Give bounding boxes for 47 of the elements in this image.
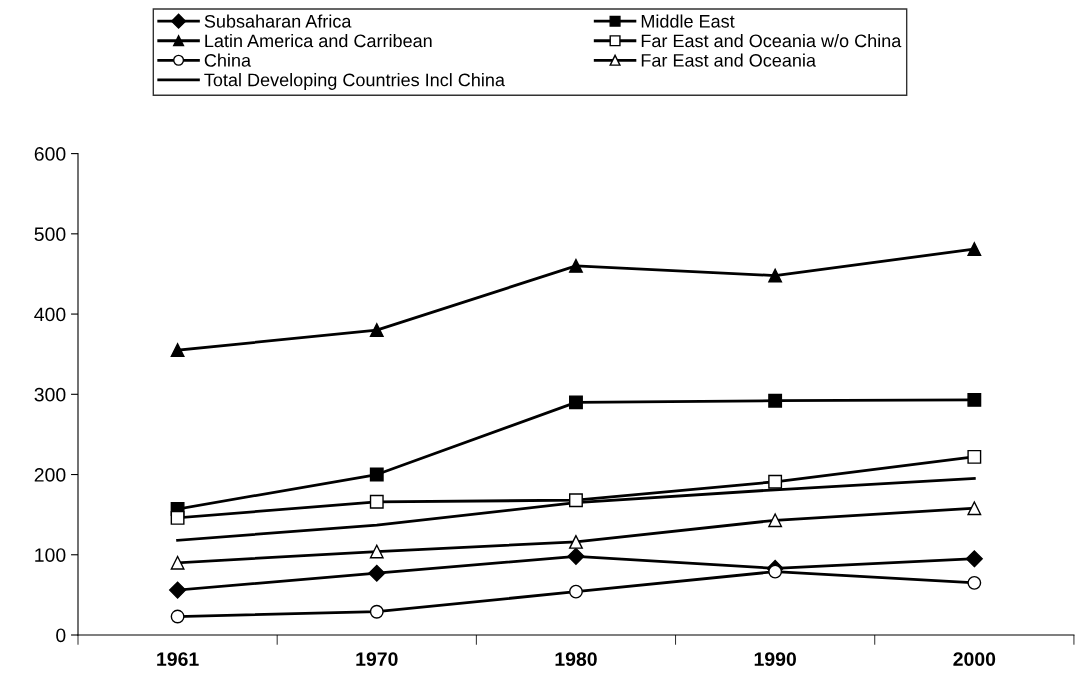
point (967, 449, 982, 464)
legend-label: Total Developing Countries Incl China (204, 73, 505, 90)
legend-label: Far East and Oceania (641, 53, 816, 67)
point (169, 581, 187, 599)
point (965, 550, 983, 568)
point (170, 609, 185, 624)
x-tick-label: 1990 (754, 652, 796, 666)
legend-label: Subsaharan Africa (204, 14, 352, 28)
point (967, 392, 982, 407)
point (567, 547, 585, 565)
point (170, 510, 185, 525)
point (368, 564, 386, 582)
x-tick-label: 1980 (555, 652, 597, 666)
point (768, 564, 783, 579)
y-tick-label: 0 (56, 628, 66, 643)
legend-label: Far East and Oceania w/o China (641, 33, 902, 48)
x-tick-label: 1961 (157, 652, 199, 666)
point (768, 513, 783, 528)
point (369, 544, 384, 559)
point (569, 584, 583, 599)
legend-label: Middle East (641, 14, 735, 28)
point (369, 604, 384, 619)
point (967, 575, 982, 590)
point (569, 395, 583, 410)
point (369, 323, 384, 338)
point (569, 258, 583, 273)
x-tick-label: 2000 (953, 652, 996, 666)
point (768, 268, 783, 283)
y-tick-label: 300 (34, 387, 66, 402)
point (170, 343, 185, 358)
y-tick-label: 400 (34, 307, 66, 322)
point (569, 534, 583, 549)
point (170, 555, 185, 570)
y-tick-label: 600 (34, 147, 66, 161)
point (768, 393, 783, 408)
legend-label: China (204, 53, 252, 67)
point (967, 501, 982, 516)
point (369, 467, 384, 482)
y-tick-label: 500 (34, 227, 66, 242)
y-tick-label: 100 (35, 548, 66, 562)
legend-label: Latin America and Carribean (205, 33, 432, 48)
point (369, 494, 384, 509)
point (768, 474, 783, 489)
x-tick-label: 1970 (356, 652, 398, 666)
point (569, 493, 583, 508)
y-tick-label: 200 (34, 468, 66, 482)
point (967, 242, 982, 257)
